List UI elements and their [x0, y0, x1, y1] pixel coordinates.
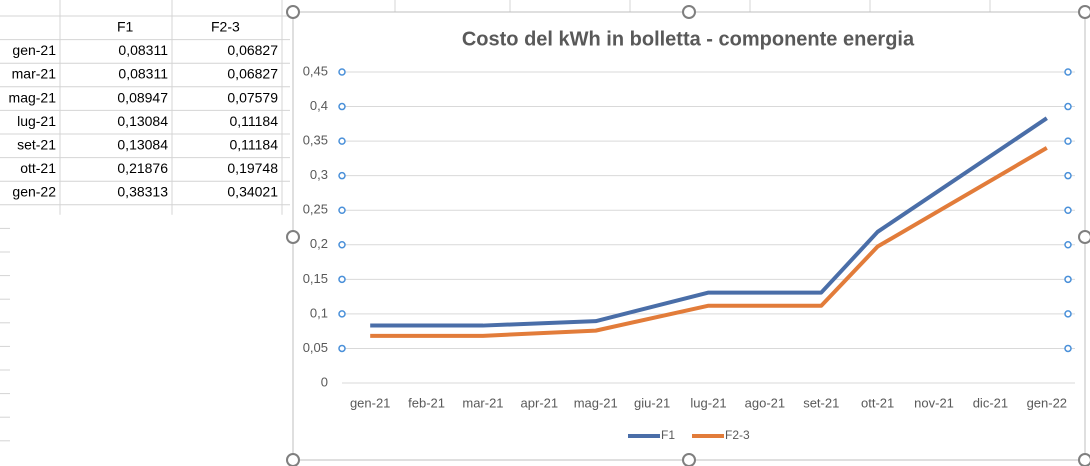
- spreadsheet: F1 F2-3 gen-21 0,08311 0,06827 mar-21 0,08311 0…: [0, 0, 991, 442]
- x-tick-label: mar-21: [462, 395, 503, 410]
- y-tick-label: 0,35: [303, 133, 328, 148]
- axis-handle: [1064, 310, 1072, 318]
- cell-value: 0,13084: [117, 137, 168, 153]
- axis-handle: [1064, 102, 1072, 111]
- axis-handle: [1064, 171, 1072, 180]
- axis-handle: [338, 344, 346, 353]
- handle[interactable]: [1078, 5, 1090, 19]
- x-tick-label: feb-21: [408, 395, 445, 410]
- axis-handle: [1064, 137, 1072, 145]
- legend-label: F1: [661, 428, 675, 442]
- x-tick-label: ott-21: [861, 395, 894, 410]
- cell-value: 0,08311: [118, 42, 168, 58]
- handle[interactable]: [286, 453, 300, 466]
- row-label: gen-22: [12, 184, 56, 200]
- cell-value: 0,34021: [227, 184, 278, 200]
- row-label: mag-21: [9, 89, 57, 105]
- axis-handle: [1064, 206, 1072, 214]
- cell-value: 0,11184: [229, 137, 278, 153]
- axis-handle: [1064, 241, 1072, 249]
- column-header: F1: [117, 19, 134, 35]
- axis-handle: [338, 68, 346, 76]
- axis-handle: [1064, 275, 1072, 284]
- cell-value: 0,06827: [227, 66, 278, 82]
- cell-value: 0,38313: [117, 184, 168, 200]
- axis-handle: [338, 137, 346, 145]
- x-tick-label: set-21: [803, 395, 839, 410]
- y-tick-label: 0,3: [310, 167, 328, 182]
- handle[interactable]: [286, 5, 300, 19]
- y-tick-label: 0,4: [310, 98, 328, 113]
- row-label: ott-21: [20, 160, 56, 176]
- y-tick-label: 0,2: [310, 236, 328, 251]
- row-label: gen-21: [12, 42, 56, 58]
- handle[interactable]: [682, 453, 696, 466]
- y-tick-label: 0,05: [303, 340, 328, 355]
- axis-handle: [338, 275, 346, 284]
- x-tick-label: apr-21: [521, 395, 559, 410]
- x-tick-label: nov-21: [914, 395, 954, 410]
- series-line: [370, 116, 1048, 328]
- handle[interactable]: [682, 5, 696, 19]
- handle[interactable]: [1078, 230, 1090, 244]
- x-tick-label: gen-22: [1027, 395, 1067, 410]
- y-tick-label: 0: [321, 374, 328, 389]
- axis-handle: [1064, 344, 1072, 353]
- row-label: lug-21: [17, 113, 56, 129]
- y-tick-label: 0,15: [303, 271, 328, 286]
- axis-handle: [338, 241, 346, 249]
- handle[interactable]: [1078, 453, 1090, 466]
- y-tick-label: 0,25: [303, 202, 328, 217]
- x-tick-label: gen-21: [350, 395, 390, 410]
- cell-value: 0,08947: [117, 89, 168, 105]
- row-label: mar-21: [12, 66, 57, 82]
- x-tick-label: lug-21: [690, 395, 726, 410]
- axis-handle: [338, 171, 346, 180]
- plot: 0 0,05 0,1 0,15 0,2 0,25 0,3 0,35 0,4 0,45 gen-21 f…: [303, 63, 1075, 442]
- chart-frame[interactable]: [292, 11, 1086, 461]
- axis-handle: [1064, 68, 1072, 76]
- y-tick-label: 0,45: [303, 63, 328, 78]
- x-tick-label: dic-21: [973, 395, 1008, 410]
- column-header: F2-3: [211, 19, 240, 35]
- row-label: set-21: [17, 137, 56, 153]
- cell-value: 0,13084: [117, 113, 168, 129]
- x-tick-label: ago-21: [745, 395, 785, 410]
- selection-handles: [286, 5, 1090, 466]
- axis-handle: [338, 206, 346, 214]
- handle[interactable]: [286, 230, 300, 244]
- axis-handle: [338, 102, 346, 111]
- x-tick-label: mag-21: [574, 395, 618, 410]
- y-tick-label: 0,1: [310, 305, 328, 320]
- cell-value: 0,07579: [227, 89, 278, 105]
- cell-value: 0,11184: [229, 113, 278, 129]
- legend-label: F2-3: [725, 428, 750, 442]
- series-line: [370, 146, 1048, 338]
- cell-value: 0,21876: [117, 160, 168, 176]
- cell-value: 0,08311: [118, 66, 168, 82]
- chart-title: Costo del kWh in bolletta - componente e…: [462, 28, 915, 50]
- cell-value: 0,06827: [227, 42, 278, 58]
- cell-value: 0,19748: [227, 160, 278, 176]
- x-tick-label: giu-21: [634, 395, 670, 410]
- axis-handle: [338, 310, 346, 318]
